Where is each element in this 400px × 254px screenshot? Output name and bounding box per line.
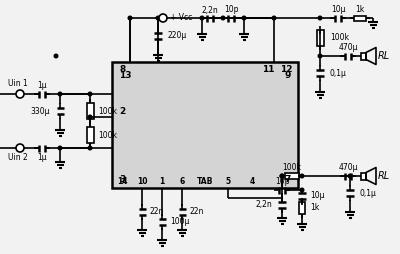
Text: 1k: 1k bbox=[355, 6, 365, 14]
Text: 100µ: 100µ bbox=[170, 217, 189, 227]
Text: 22n: 22n bbox=[150, 208, 164, 216]
Circle shape bbox=[88, 92, 92, 96]
Text: 0,1µ: 0,1µ bbox=[360, 188, 377, 198]
Text: 100k: 100k bbox=[282, 163, 302, 171]
Text: 1µ: 1µ bbox=[37, 152, 47, 162]
Circle shape bbox=[318, 16, 322, 20]
Circle shape bbox=[54, 54, 58, 58]
Circle shape bbox=[156, 16, 160, 20]
Bar bbox=[361, 53, 366, 59]
Text: 9: 9 bbox=[285, 71, 291, 81]
Text: 3: 3 bbox=[119, 176, 125, 184]
Bar bbox=[86, 103, 94, 119]
Text: 8: 8 bbox=[119, 65, 125, 73]
Bar bbox=[86, 127, 94, 143]
Text: Uin 2: Uin 2 bbox=[8, 153, 28, 163]
Circle shape bbox=[300, 188, 304, 192]
Text: + Vcc: + Vcc bbox=[170, 12, 192, 22]
Circle shape bbox=[58, 92, 62, 96]
Text: 22n: 22n bbox=[190, 208, 204, 216]
Circle shape bbox=[16, 90, 24, 98]
Text: 1µ: 1µ bbox=[37, 82, 47, 90]
Text: 14: 14 bbox=[117, 177, 127, 185]
Circle shape bbox=[348, 174, 352, 178]
Text: 1k: 1k bbox=[310, 203, 319, 213]
Text: 2: 2 bbox=[119, 107, 125, 117]
Circle shape bbox=[159, 14, 167, 22]
Text: 10µ: 10µ bbox=[310, 192, 324, 200]
Bar bbox=[361, 172, 366, 180]
Circle shape bbox=[58, 146, 62, 150]
Text: 11: 11 bbox=[262, 65, 274, 73]
Text: 2,2n: 2,2n bbox=[202, 6, 218, 14]
Circle shape bbox=[88, 146, 92, 150]
Circle shape bbox=[16, 144, 24, 152]
Text: 13: 13 bbox=[119, 71, 132, 81]
Text: RL: RL bbox=[378, 51, 390, 61]
Bar bbox=[285, 173, 299, 179]
Text: 5: 5 bbox=[226, 177, 230, 185]
Circle shape bbox=[88, 115, 92, 119]
Text: 1: 1 bbox=[159, 177, 165, 185]
Bar bbox=[299, 202, 305, 214]
Text: 10µ: 10µ bbox=[331, 6, 345, 14]
Circle shape bbox=[221, 16, 225, 20]
Bar bbox=[354, 15, 366, 21]
Bar bbox=[112, 62, 298, 188]
Circle shape bbox=[300, 174, 304, 178]
Circle shape bbox=[128, 16, 132, 20]
Text: TAB: TAB bbox=[197, 177, 213, 185]
Text: 220µ: 220µ bbox=[168, 31, 187, 40]
Bar bbox=[316, 30, 324, 46]
Circle shape bbox=[280, 174, 284, 178]
Text: 7: 7 bbox=[285, 176, 291, 184]
Circle shape bbox=[272, 16, 276, 20]
Text: 10: 10 bbox=[137, 177, 147, 185]
Text: 100k: 100k bbox=[330, 34, 349, 42]
Text: 4: 4 bbox=[249, 177, 255, 185]
Circle shape bbox=[200, 16, 204, 20]
Circle shape bbox=[280, 174, 284, 178]
Circle shape bbox=[318, 54, 322, 58]
Text: 330µ: 330µ bbox=[30, 106, 50, 116]
Circle shape bbox=[242, 16, 246, 20]
Text: 10p: 10p bbox=[275, 178, 289, 186]
Text: 470µ: 470µ bbox=[338, 43, 358, 53]
Text: 470µ: 470µ bbox=[338, 164, 358, 172]
Text: RL: RL bbox=[378, 171, 390, 181]
Text: Uin 1: Uin 1 bbox=[8, 80, 28, 88]
Text: 100k: 100k bbox=[98, 106, 117, 116]
Text: 100k: 100k bbox=[98, 131, 117, 139]
Text: 2,2n: 2,2n bbox=[255, 200, 272, 210]
Text: 6: 6 bbox=[179, 177, 185, 185]
Text: 10p: 10p bbox=[224, 6, 238, 14]
Text: 12: 12 bbox=[280, 65, 292, 73]
Text: 0,1µ: 0,1µ bbox=[330, 69, 347, 77]
